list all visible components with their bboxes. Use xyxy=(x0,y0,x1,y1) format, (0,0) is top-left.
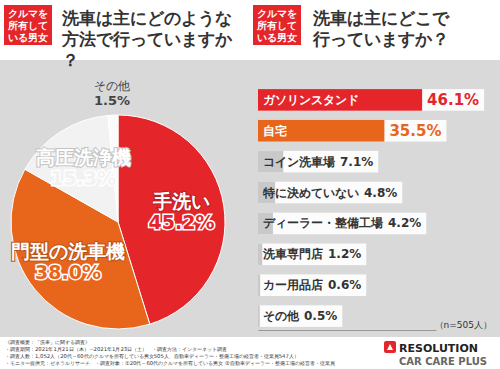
title: ？ xyxy=(62,50,79,70)
label-background xyxy=(258,120,446,142)
label-background xyxy=(258,305,342,327)
slice-label: 門型の洗車機 xyxy=(11,240,125,262)
category-label: 自宅 xyxy=(263,124,287,138)
title: 方法で行っていますか xyxy=(61,29,233,49)
bar-labels: ガソリンスタンド 46.1% 自宅 35.5% コイン洗車場 7.1% 特に決めていない 4.… xyxy=(262,91,479,323)
logos: RESOLUTIONCAR CARE PLUS xyxy=(384,341,487,367)
data-label: 38.0% xyxy=(35,261,101,283)
label-background xyxy=(258,89,484,111)
label-background xyxy=(258,182,402,204)
subtitle: クルマを xyxy=(8,8,48,19)
title: 洗車は主にどのような xyxy=(61,8,232,28)
footer: 《調査概要：「洗車」に関する調査》・調査期間：2021年1月21日（木）～202… xyxy=(5,339,335,366)
pie-slice xyxy=(25,115,118,222)
slice-label: 手洗い xyxy=(152,190,210,212)
x-axis xyxy=(259,330,437,331)
data-label: 0.6% xyxy=(328,278,361,292)
x-axis-line xyxy=(259,330,437,331)
subtitle: いる男女 xyxy=(257,32,297,43)
data-label: 35.5% xyxy=(389,122,441,140)
logo-text: CAR CARE PLUS xyxy=(399,356,487,367)
slice-label: その他 xyxy=(94,79,130,93)
subtitle: 所有して xyxy=(7,20,48,31)
category-label: コイン洗車場 xyxy=(263,155,335,169)
bar xyxy=(258,89,422,111)
bar xyxy=(258,274,260,296)
label-background xyxy=(258,213,426,235)
pie: 手洗い45.2% 門型の洗車機38.0% 高圧洗浄機15.3% その他1.5% xyxy=(11,79,225,329)
data-label: 1.2% xyxy=(328,247,361,261)
label-background xyxy=(258,151,378,173)
annotation: （n=505人） xyxy=(435,320,492,330)
logo-icon-mark xyxy=(387,344,393,350)
category-label: 特に決めていない xyxy=(262,186,359,200)
subtitle-box xyxy=(253,5,301,45)
slices xyxy=(11,115,225,329)
bar xyxy=(258,305,260,327)
chart-root: クルマを所有している男女洗車は主にどのような方法で行っていますか？手洗い45.2… xyxy=(0,0,500,369)
footer-band xyxy=(0,337,500,369)
chart-svg: クルマを所有している男女洗車は主にどのような方法で行っていますか？手洗い45.2… xyxy=(0,0,500,369)
title: 洗車は主にどこで xyxy=(312,8,450,28)
header: クルマを所有している男女 洗車は主にどのような方法で行っていますか？ xyxy=(4,5,233,70)
footer-note: 《調査概要：「洗車」に関する調査》 xyxy=(5,339,90,345)
logo-text: RESOLUTION xyxy=(399,342,478,355)
category-label: その他 xyxy=(263,309,300,323)
data-label: 4.8% xyxy=(364,186,397,200)
category-label: カー用品店 xyxy=(263,278,323,292)
label-backgrounds xyxy=(258,89,484,327)
subtitle: いる男女 xyxy=(8,32,48,43)
footer-note: ・調査期間：2021年1月21日（木）～2021年1月23日（土） ・調査方法：… xyxy=(5,346,227,352)
footer-note: ・モニター提供元：ゼネラルリサーチ ・調査対象：①20代～60代のクルマを所有し… xyxy=(5,360,335,366)
category-label: ガソリンスタンド xyxy=(263,93,359,107)
subtitle: 所有して xyxy=(256,20,297,31)
slice-label: 高圧洗浄機 xyxy=(36,146,131,168)
bar xyxy=(258,244,262,266)
subtitle-box xyxy=(4,5,52,45)
data-label: 46.1% xyxy=(427,91,479,109)
data-label: 15.3% xyxy=(50,167,116,189)
header: クルマを所有している男女 洗車は主にどこで行っていますか？ xyxy=(253,5,450,49)
subtitle: クルマを xyxy=(257,8,297,19)
data-label: 0.5% xyxy=(304,309,337,323)
logo-icon xyxy=(384,341,396,353)
data-label: 7.1% xyxy=(340,155,373,169)
background xyxy=(0,0,500,369)
category-label: 洗車専門店 xyxy=(262,247,323,261)
data-label: 45.2% xyxy=(149,211,215,233)
label-background xyxy=(258,244,366,266)
data-label: 1.5% xyxy=(94,93,130,108)
title: 行っていますか？ xyxy=(312,29,449,49)
footer-note: ・調査人数：1,052人（20代～60代のクルマを所有している男女505人、自動… xyxy=(5,353,299,359)
pie-labels: 手洗い45.2% 門型の洗車機38.0% 高圧洗浄機15.3% その他1.5% xyxy=(11,79,214,283)
data-label: 4.2% xyxy=(388,216,421,230)
label-background xyxy=(258,274,366,296)
category-label: ディーラー・整備工場 xyxy=(263,216,383,230)
bar xyxy=(258,120,384,142)
